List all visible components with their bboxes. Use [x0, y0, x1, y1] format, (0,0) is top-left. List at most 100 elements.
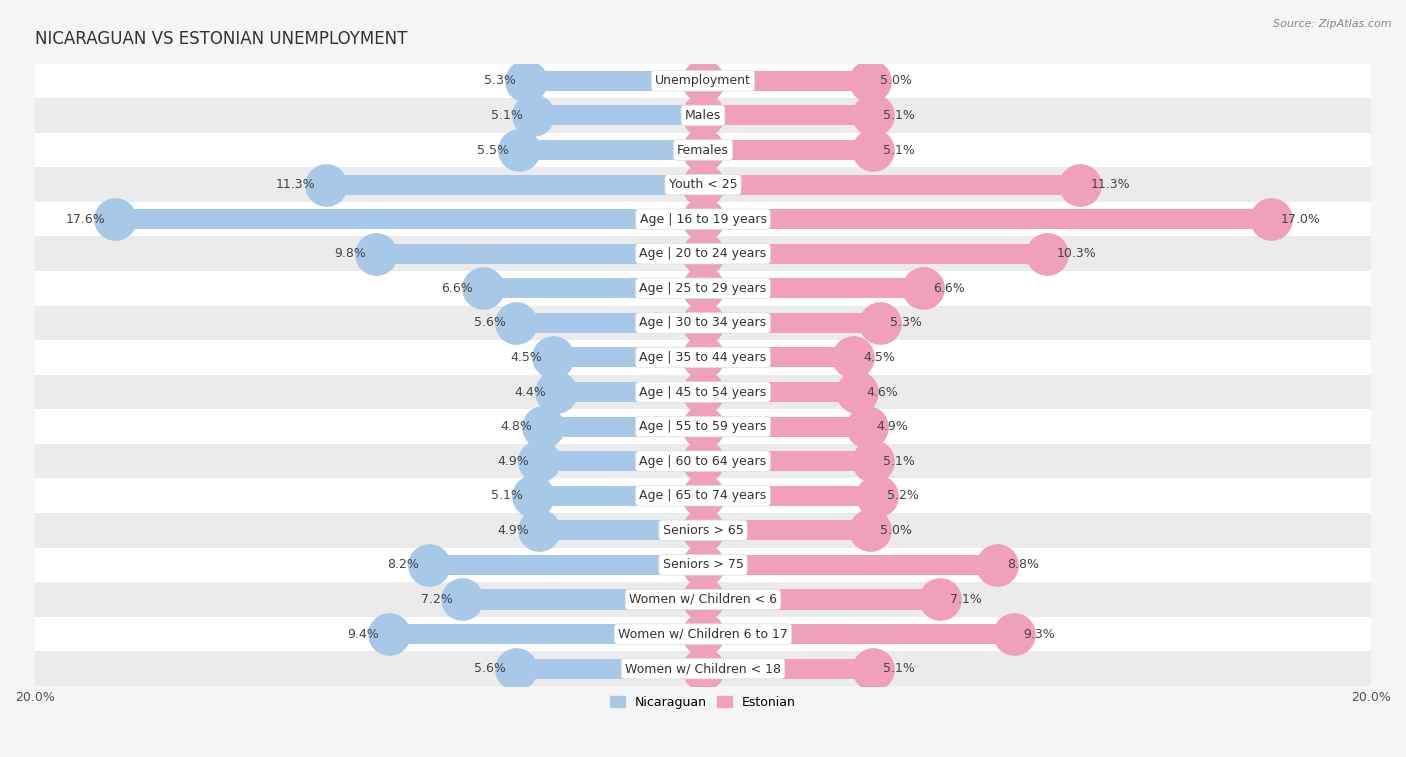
- Bar: [35, 582, 1371, 617]
- Bar: [703, 347, 853, 367]
- Bar: [35, 98, 1371, 132]
- Bar: [326, 175, 703, 195]
- Bar: [533, 486, 703, 506]
- Bar: [35, 410, 1371, 444]
- Bar: [703, 382, 856, 402]
- Bar: [35, 513, 1371, 547]
- Bar: [516, 313, 703, 333]
- Text: Age | 55 to 59 years: Age | 55 to 59 years: [640, 420, 766, 433]
- Text: 9.3%: 9.3%: [1024, 628, 1056, 640]
- Bar: [35, 444, 1371, 478]
- Bar: [703, 175, 1080, 195]
- Bar: [375, 244, 703, 263]
- Bar: [35, 236, 1371, 271]
- Bar: [35, 375, 1371, 410]
- Bar: [703, 279, 924, 298]
- Text: 4.8%: 4.8%: [501, 420, 533, 433]
- Bar: [543, 416, 703, 437]
- Text: Age | 30 to 34 years: Age | 30 to 34 years: [640, 316, 766, 329]
- Text: 4.9%: 4.9%: [877, 420, 908, 433]
- Bar: [429, 555, 703, 575]
- Text: Age | 45 to 54 years: Age | 45 to 54 years: [640, 385, 766, 398]
- Bar: [35, 271, 1371, 306]
- Text: 10.3%: 10.3%: [1057, 248, 1097, 260]
- Bar: [703, 244, 1047, 263]
- Text: Unemployment: Unemployment: [655, 74, 751, 87]
- Bar: [35, 64, 1371, 98]
- Bar: [703, 555, 997, 575]
- Bar: [482, 279, 703, 298]
- Bar: [703, 313, 880, 333]
- Text: Age | 60 to 64 years: Age | 60 to 64 years: [640, 455, 766, 468]
- Bar: [35, 547, 1371, 582]
- Bar: [703, 659, 873, 679]
- Text: Youth < 25: Youth < 25: [669, 178, 737, 191]
- Text: 5.2%: 5.2%: [887, 489, 918, 502]
- Text: NICARAGUAN VS ESTONIAN UNEMPLOYMENT: NICARAGUAN VS ESTONIAN UNEMPLOYMENT: [35, 30, 408, 48]
- Text: 4.9%: 4.9%: [498, 455, 529, 468]
- Text: Age | 20 to 24 years: Age | 20 to 24 years: [640, 248, 766, 260]
- Bar: [540, 451, 703, 471]
- Text: 5.6%: 5.6%: [474, 316, 506, 329]
- Bar: [703, 209, 1271, 229]
- Text: 9.8%: 9.8%: [333, 248, 366, 260]
- Bar: [35, 167, 1371, 202]
- Text: Age | 65 to 74 years: Age | 65 to 74 years: [640, 489, 766, 502]
- Bar: [703, 590, 941, 609]
- Bar: [35, 132, 1371, 167]
- Bar: [703, 140, 873, 160]
- Bar: [540, 520, 703, 540]
- Text: 4.5%: 4.5%: [863, 351, 896, 364]
- Bar: [35, 306, 1371, 340]
- Text: 17.6%: 17.6%: [65, 213, 105, 226]
- Text: 4.4%: 4.4%: [515, 385, 546, 398]
- Bar: [703, 71, 870, 91]
- Text: 7.1%: 7.1%: [950, 593, 981, 606]
- Text: 8.2%: 8.2%: [387, 559, 419, 572]
- Text: 5.3%: 5.3%: [484, 74, 516, 87]
- Text: 17.0%: 17.0%: [1281, 213, 1320, 226]
- Text: Seniors > 65: Seniors > 65: [662, 524, 744, 537]
- Bar: [35, 478, 1371, 513]
- Text: 4.5%: 4.5%: [510, 351, 543, 364]
- Text: 5.1%: 5.1%: [883, 662, 915, 675]
- Bar: [519, 140, 703, 160]
- Text: 5.1%: 5.1%: [491, 489, 523, 502]
- Bar: [703, 520, 870, 540]
- Bar: [115, 209, 703, 229]
- Bar: [35, 340, 1371, 375]
- Text: Females: Females: [678, 144, 728, 157]
- Bar: [703, 416, 866, 437]
- Text: Age | 35 to 44 years: Age | 35 to 44 years: [640, 351, 766, 364]
- Text: 9.4%: 9.4%: [347, 628, 380, 640]
- Text: 6.6%: 6.6%: [934, 282, 966, 294]
- Text: 5.1%: 5.1%: [883, 109, 915, 122]
- Text: 5.5%: 5.5%: [477, 144, 509, 157]
- Text: 5.6%: 5.6%: [474, 662, 506, 675]
- Text: Males: Males: [685, 109, 721, 122]
- Bar: [703, 451, 873, 471]
- Bar: [35, 651, 1371, 686]
- Bar: [516, 659, 703, 679]
- Text: 4.6%: 4.6%: [866, 385, 898, 398]
- Bar: [35, 617, 1371, 651]
- Bar: [533, 105, 703, 126]
- Legend: Nicaraguan, Estonian: Nicaraguan, Estonian: [605, 691, 801, 714]
- Text: 6.6%: 6.6%: [440, 282, 472, 294]
- Bar: [463, 590, 703, 609]
- Text: 7.2%: 7.2%: [420, 593, 453, 606]
- Text: 11.3%: 11.3%: [276, 178, 315, 191]
- Text: 5.1%: 5.1%: [883, 455, 915, 468]
- Bar: [389, 624, 703, 644]
- Text: 4.9%: 4.9%: [498, 524, 529, 537]
- Text: Women w/ Children < 18: Women w/ Children < 18: [626, 662, 780, 675]
- Text: 5.3%: 5.3%: [890, 316, 922, 329]
- Bar: [553, 347, 703, 367]
- Bar: [526, 71, 703, 91]
- Text: 5.1%: 5.1%: [883, 144, 915, 157]
- Text: 5.0%: 5.0%: [880, 74, 912, 87]
- Bar: [703, 105, 873, 126]
- Text: Source: ZipAtlas.com: Source: ZipAtlas.com: [1274, 19, 1392, 29]
- Text: Seniors > 75: Seniors > 75: [662, 559, 744, 572]
- Text: Women w/ Children < 6: Women w/ Children < 6: [628, 593, 778, 606]
